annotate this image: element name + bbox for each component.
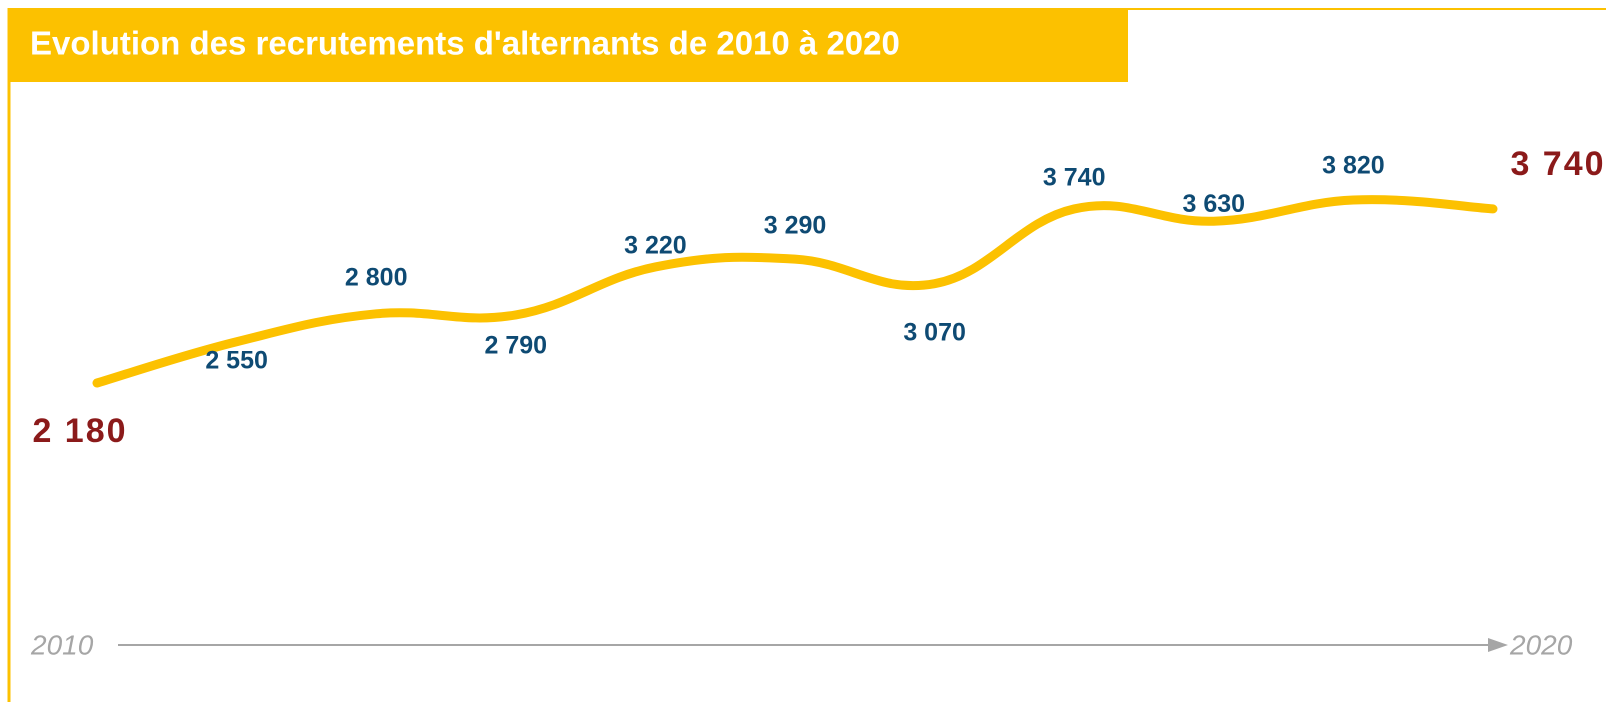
value-label: 3 740 — [1510, 145, 1605, 183]
value-label: 2 790 — [485, 332, 548, 360]
value-label: 2 550 — [205, 346, 268, 374]
value-label: 3 740 — [1043, 164, 1106, 192]
value-label: 3 070 — [903, 318, 966, 346]
title-banner — [8, 8, 1128, 82]
chart-title: Evolution des recrutements d'alternants … — [30, 25, 900, 62]
axis-arrow — [1488, 638, 1508, 652]
value-label: 3 290 — [764, 212, 827, 240]
value-label: 2 180 — [32, 412, 127, 450]
value-label: 3 220 — [624, 232, 687, 260]
value-label: 3 630 — [1183, 190, 1246, 218]
x-tick-label: 2020 — [1509, 629, 1573, 660]
value-label: 3 820 — [1322, 152, 1385, 180]
value-label: 2 800 — [345, 263, 408, 291]
x-tick-label: 2010 — [30, 629, 94, 660]
data-line — [92, 195, 1498, 388]
